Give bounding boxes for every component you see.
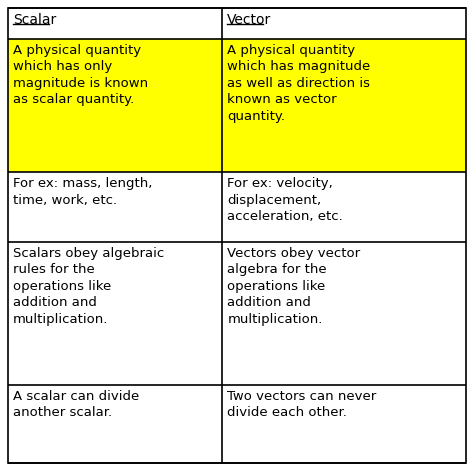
Text: Vector: Vector [228,13,272,27]
Bar [222,39,466,172]
Text: Scalar: Scalar [13,13,56,27]
Bar [8,172,222,242]
Text: Two vectors can never
divide each other.: Two vectors can never divide each other. [228,390,377,419]
Bar [222,8,466,39]
Bar [222,39,466,172]
Bar [222,172,466,242]
Text: Vectors obey vector
algebra for the
operations like
addition and
multiplication.: Vectors obey vector algebra for the oper… [228,247,360,326]
Bar [8,242,222,385]
Bar [8,39,222,172]
Bar [8,385,222,463]
Bar [222,242,466,385]
Text: A scalar can divide
another scalar.: A scalar can divide another scalar. [13,390,139,419]
Bar [222,385,466,463]
Text: A physical quantity
which has only
magnitude is known
as scalar quantity.: A physical quantity which has only magni… [13,44,148,106]
Bar [8,8,222,39]
Text: For ex: velocity,
displacement,
acceleration, etc.: For ex: velocity, displacement, accelera… [228,177,343,223]
Text: Scalars obey algebraic
rules for the
operations like
addition and
multiplication: Scalars obey algebraic rules for the ope… [13,247,164,326]
Bar [8,39,222,172]
Text: A physical quantity
which has magnitude
as well as direction is
known as vector
: A physical quantity which has magnitude … [228,44,371,123]
Text: For ex: mass, length,
time, work, etc.: For ex: mass, length, time, work, etc. [13,177,152,207]
